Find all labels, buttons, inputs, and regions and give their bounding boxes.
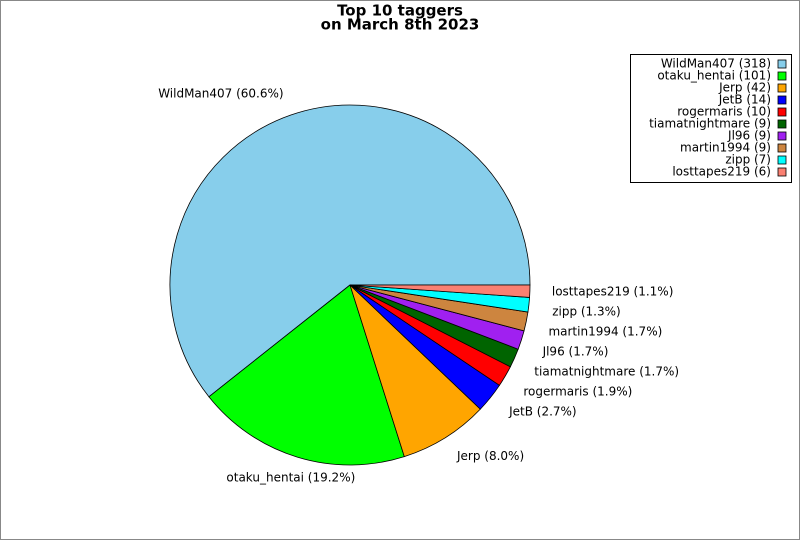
legend-label: Jerp (42) [718,81,771,95]
legend-label: losttapes219 (6) [672,165,771,179]
legend-swatch [777,71,787,81]
legend-swatch [777,167,787,177]
slice-label: zipp (1.3%) [552,304,621,318]
chart-subtitle: on March 8th 2023 [321,16,480,34]
chart-title: Top 10 taggers [337,2,463,20]
legend-label: otaku_hentai (101) [657,69,771,83]
legend-box [630,54,792,183]
slice-label: otaku_hentai (19.2%) [226,471,355,485]
slice-label: WildMan407 (60.6%) [158,87,283,101]
pie-slice [349,284,481,458]
legend-swatch [777,143,787,153]
pie-slice [349,284,531,298]
legend-swatch [777,95,787,105]
slice-label: losttapes219 (1.1%) [552,284,674,298]
legend-label: zipp (7) [725,153,771,167]
slice-label: rogermaris (1.9%) [523,384,632,398]
legend-swatch [777,131,787,141]
legend-label: JetB (14) [718,93,771,107]
legend-swatch [777,155,787,165]
slice-label: tiamatnightmare (1.7%) [534,364,679,378]
slice-label: martin1994 (1.7%) [548,324,662,338]
legend-label: martin1994 (9) [680,141,771,155]
slice-label: Jerp (8.0%) [456,449,524,463]
slice-label: JetB (2.7%) [508,404,577,418]
legend-swatch [777,59,787,69]
slice-label: Jl96 (1.7%) [542,344,609,358]
legend-label: Jl96 (9) [727,129,771,143]
pie-slice [169,104,531,398]
legend-swatch [777,119,787,129]
legend-label: rogermaris (10) [677,105,771,119]
pie-slice [208,284,405,466]
legend-label: WildMan407 (318) [661,57,771,71]
legend-label: tiamatnightmare (9) [649,117,771,131]
legend-swatch [777,107,787,117]
legend-swatch [777,83,787,93]
